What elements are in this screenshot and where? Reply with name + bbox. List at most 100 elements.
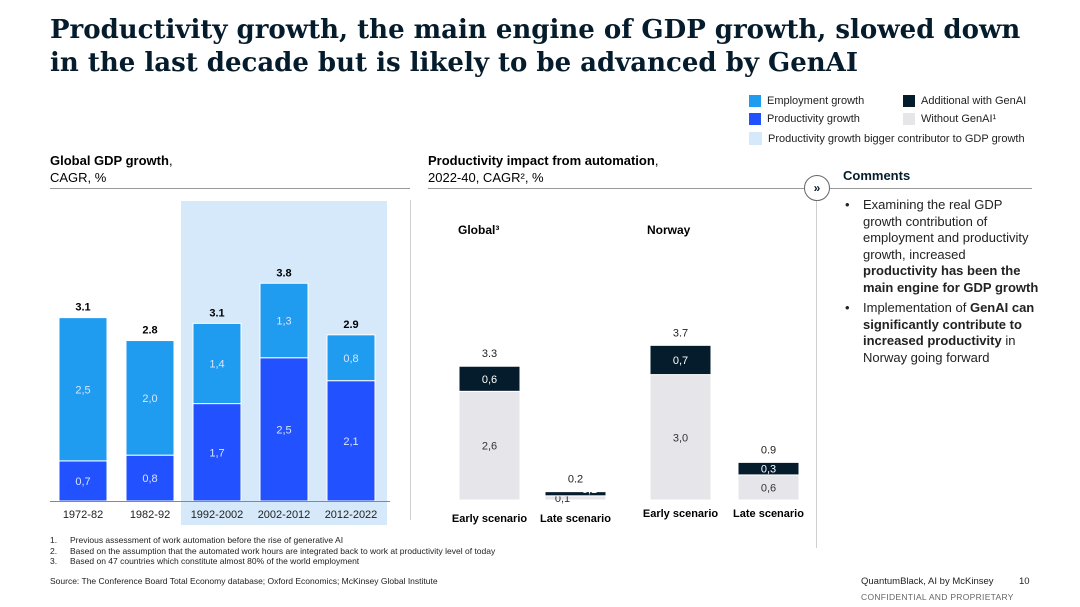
legend-productivity: Productivity growth <box>749 113 860 125</box>
bar-value-label: 0,3 <box>761 464 776 476</box>
legend-without-label: Without GenAI¹ <box>921 113 997 125</box>
x-tick-label: Early scenario <box>643 508 718 520</box>
bar-value-label: 0,6 <box>761 482 776 494</box>
comment-text: in Norway going forward <box>863 333 1016 365</box>
automation-header-rule <box>428 188 804 189</box>
footnote-text: Based on 47 countries which constitute a… <box>70 556 360 566</box>
bar-value-label: 0,1 <box>582 484 597 496</box>
legend-productivity-label: Productivity growth <box>767 113 860 125</box>
bar-additional-genai <box>544 491 607 497</box>
bar-value-label: 0,8 <box>343 353 358 365</box>
comment-text: Examining the real GDP growth contributi… <box>863 197 1029 262</box>
bar-employment <box>326 334 376 382</box>
automation-panel-title: Productivity impact from automation, 202… <box>428 153 659 185</box>
bar-additional-genai <box>458 365 521 392</box>
comment-text: Implementation of <box>863 300 970 315</box>
bar-total-label: 0.2 <box>568 474 583 486</box>
confidential-label: CONFIDENTIAL AND PROPRIETARY <box>861 592 1014 602</box>
footnote: 1. Previous assessment of work automation… <box>50 535 495 546</box>
bar-productivity <box>326 380 376 502</box>
comment-emphasis: productivity has been the main engine fo… <box>863 263 1039 295</box>
legend-without-swatch <box>903 113 915 125</box>
page-title: Productivity growth, the main engine of … <box>50 15 1021 78</box>
bar-employment <box>58 317 108 462</box>
bar-additional-genai <box>737 461 800 476</box>
comment-item: Examining the real GDP growth contributi… <box>843 197 1043 296</box>
legend-employment-swatch <box>749 95 761 107</box>
bar-value-label: 2,1 <box>343 436 358 448</box>
bar-employment <box>125 340 175 456</box>
bar-value-label: 3,0 <box>673 432 688 444</box>
bar-employment <box>259 282 309 359</box>
gdp-header-rule <box>50 188 410 189</box>
bar-without-genai <box>458 390 521 501</box>
bar-value-label: 1,7 <box>209 447 224 459</box>
bar-additional-genai <box>649 344 712 376</box>
bar-value-label: 1,3 <box>276 316 291 328</box>
x-tick-label: 2012-2022 <box>325 509 378 521</box>
x-tick-label: 1992-2002 <box>191 509 244 521</box>
bar-value-label: 0,7 <box>673 355 688 367</box>
x-tick-label: Early scenario <box>452 513 527 525</box>
comment-emphasis: GenAI can significantly contribute to in… <box>863 300 1035 348</box>
source-note: Source: The Conference Board Total Econo… <box>50 576 438 586</box>
bar-value-label: 2,5 <box>276 424 291 436</box>
gdp-panel-subtitle: CAGR, % <box>50 170 107 185</box>
legend-additional-swatch <box>903 95 915 107</box>
bar-total-label: 3.1 <box>209 307 224 319</box>
brand-name: QuantumBlack, AI by McKinsey <box>861 576 994 587</box>
bar-value-label: 0,6 <box>482 374 497 386</box>
bar-value-label: 2,6 <box>482 441 497 453</box>
bar-without-genai <box>649 374 712 501</box>
bar-value-label: 2,5 <box>75 384 90 396</box>
bar-value-label: 2,0 <box>142 393 157 405</box>
page-number: 10 <box>1019 576 1030 587</box>
x-tick-label: 1982-92 <box>130 509 170 521</box>
bar-total-label: 3.3 <box>482 348 497 360</box>
automation-panel-title-text: Productivity impact from automation <box>428 153 655 168</box>
bar-total-label: 2.9 <box>343 319 358 331</box>
footnote-text: Previous assessment of work automation b… <box>70 535 344 545</box>
bar-productivity <box>58 460 108 502</box>
comments-heading: Comments <box>843 168 911 183</box>
comments-list: Examining the real GDP growth contributi… <box>843 197 1043 370</box>
bar-value-label: 0,8 <box>142 473 157 485</box>
x-tick-label: 1972-82 <box>63 509 103 521</box>
footnote-text: Based on the assumption that the automat… <box>70 545 496 556</box>
group-title: Norway <box>647 223 691 237</box>
footnote-number: 1. <box>50 535 58 545</box>
bar-value-label: 1,4 <box>209 358 224 370</box>
gdp-growth-chart: 0,7 2,5 3.1 1972-82 0,8 2,0 2.8 1982-92 1,7 1,4 3.… <box>50 201 390 525</box>
legend-productivity-swatch <box>749 113 761 125</box>
bar-total-label: 3.7 <box>673 327 688 339</box>
bar-total-label: 3.8 <box>276 267 291 279</box>
panel-divider <box>410 200 411 520</box>
x-tick-label: Late scenario <box>540 513 611 525</box>
group-title: Global³ <box>458 223 499 237</box>
footnote-number: 2. <box>50 545 58 556</box>
footnotes: 1. Previous assessment of work automation… <box>50 535 495 567</box>
bar-employment <box>192 322 242 405</box>
automation-panel-subtitle: 2022-40, CAGR², % <box>428 170 544 185</box>
comments-header-rule <box>830 188 1032 189</box>
bar-value-label: 0,7 <box>75 476 90 488</box>
x-tick-label: 2002-2012 <box>258 509 311 521</box>
gdp-panel-title: Global GDP growth, CAGR, % <box>50 153 173 185</box>
legend-employment-label: Employment growth <box>767 95 865 107</box>
comment-item: Implementation of GenAI can significantl… <box>843 300 1043 366</box>
legend-employment: Employment growth <box>749 95 864 107</box>
legend-bigger-label: Productivity growth bigger contributor t… <box>768 132 1025 145</box>
chevrons-right-icon: » <box>804 175 830 201</box>
footnote: 3. Based on 47 countries which constitute… <box>50 556 495 567</box>
legend-additional-label: Additional with GenAI <box>921 95 1027 107</box>
gdp-panel-title-text: Global GDP growth <box>50 153 169 168</box>
x-tick-label: Late scenario <box>733 508 804 520</box>
legend-bigger-swatch <box>749 132 762 145</box>
footnote-number: 3. <box>50 556 58 566</box>
bar-total-label: 3.1 <box>75 302 90 314</box>
bar-total-label: 0.9 <box>761 444 776 456</box>
legend-additional: Additional with GenAI <box>903 95 1026 107</box>
footnote: 2. Based on the assumption that the autom… <box>50 546 495 557</box>
bar-without-genai <box>737 474 800 501</box>
